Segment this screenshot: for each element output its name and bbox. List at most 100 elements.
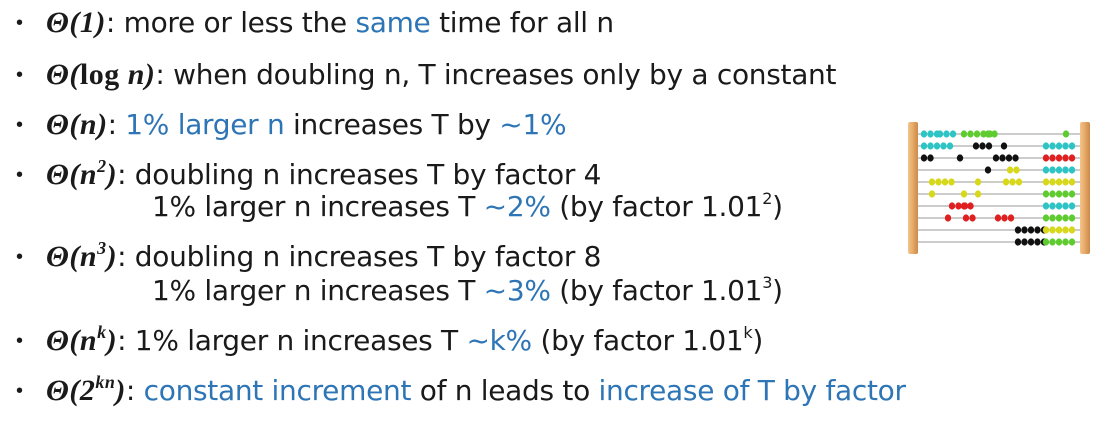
abacus-bead — [1049, 142, 1056, 150]
abacus-bead — [943, 130, 950, 138]
row-text: : doubling n increases T by factor 4 — [117, 158, 602, 191]
abacus-bead — [1013, 166, 1020, 174]
abacus-bead — [955, 202, 962, 210]
bullet-row-theta-1: • Θ(1) : more or less the same time for … — [16, 6, 614, 46]
abacus-bead — [1009, 178, 1016, 186]
abacus-bead — [1055, 238, 1063, 246]
bullet-dot: • — [16, 164, 24, 186]
abacus-bead — [940, 142, 947, 150]
bullet-dot: • — [16, 330, 24, 352]
abacus-bead — [1000, 142, 1008, 150]
complexity-theta-n-cubed: Θ(n3) — [46, 238, 118, 273]
abacus-bead — [1001, 214, 1008, 222]
abacus-bead — [1055, 190, 1063, 198]
abacus-bead — [1055, 142, 1063, 150]
bullet-dot: • — [16, 12, 24, 34]
abacus-bead — [1002, 178, 1010, 186]
abacus-bead — [1068, 178, 1076, 186]
abacus-bead — [1055, 202, 1063, 210]
abacus-bead — [1042, 154, 1050, 162]
bullet-row-theta-n-squared: • Θ(n2) : doubling n increases T by fact… — [16, 156, 602, 198]
abacus-bead — [979, 142, 986, 150]
abacus-bead — [1014, 238, 1022, 246]
abacus-bead — [946, 142, 954, 150]
abacus-bead — [994, 214, 1002, 222]
abacus-bead — [1042, 238, 1050, 246]
abacus-bead — [1027, 238, 1035, 246]
abacus-bead — [960, 202, 968, 210]
abacus-bead — [1042, 166, 1050, 174]
abacus-bead — [1062, 226, 1069, 234]
abacus-bead — [1068, 202, 1076, 210]
abacus-bead — [1062, 178, 1069, 186]
bullet-row-theta-n: • Θ(n) : 1% larger n increases T by ~1% — [16, 108, 567, 148]
highlight-3-percent: ~3% — [483, 274, 551, 307]
abacus-bead — [927, 142, 934, 150]
row-text: : constant increment of n leads to incre… — [125, 374, 906, 407]
row-text: : when doubling n, T increases only by a… — [155, 58, 837, 91]
bullet-row-theta-n-k: • Θ(nk) : 1% larger n increases T ~k% (b… — [16, 322, 763, 364]
abacus-bead — [984, 130, 992, 138]
abacus-bead — [985, 142, 993, 150]
abacus-bead — [1062, 142, 1069, 150]
abacus-bead — [927, 154, 934, 162]
abacus-bead — [920, 154, 928, 162]
abacus-bead — [1021, 238, 1028, 246]
abacus-bead — [1049, 178, 1056, 186]
abacus-bead — [1049, 166, 1056, 174]
abacus-bead — [960, 190, 968, 198]
abacus-bead — [974, 190, 982, 198]
abacus-bead — [949, 130, 957, 138]
abacus-bead — [967, 202, 974, 210]
highlight-increase-factor: increase of T by factor — [598, 374, 906, 407]
abacus-bead — [956, 154, 964, 162]
abacus-bead — [1049, 226, 1056, 234]
abacus-bead — [1055, 154, 1063, 162]
abacus-bead — [1006, 166, 1014, 174]
complexity-theta-log-n: Θ(log n) — [46, 58, 156, 91]
abacus-bead — [992, 154, 1000, 162]
abacus-frame-left — [908, 122, 918, 254]
abacus-bead — [1068, 154, 1076, 162]
row-text: : doubling n increases T by factor 8 — [117, 240, 602, 273]
abacus-bead — [1068, 238, 1076, 246]
abacus-bead — [927, 130, 934, 138]
abacus-icon — [908, 122, 1090, 254]
abacus-bead — [980, 130, 987, 138]
row-continuation-n-squared: 1% larger n increases T ~2% (by factor 1… — [152, 189, 783, 223]
bullet-dot: • — [16, 380, 24, 402]
abacus-bead — [948, 202, 956, 210]
abacus-bead — [999, 154, 1006, 162]
bullet-dot: • — [16, 114, 24, 136]
abacus-bead — [920, 130, 928, 138]
abacus-bead — [1042, 178, 1050, 186]
abacus-bead — [1062, 130, 1070, 138]
complexity-theta-n-k: Θ(nk) — [46, 322, 118, 357]
complexity-theta-n: Θ(n) — [46, 108, 108, 141]
abacus-bead — [1034, 238, 1041, 246]
abacus-bead — [984, 166, 992, 174]
row-continuation-n-cubed: 1% larger n increases T ~3% (by factor 1… — [152, 273, 783, 307]
abacus-bead — [1068, 214, 1076, 222]
row-text: : 1% larger n increases T ~k% (by factor… — [117, 323, 763, 357]
bullet-row-theta-n-cubed: • Θ(n3) : doubling n increases T by fact… — [16, 238, 602, 280]
abacus-bead — [1068, 142, 1076, 150]
abacus-bead — [1049, 154, 1056, 162]
abacus-bead — [928, 178, 936, 186]
abacus-bead — [1062, 190, 1069, 198]
highlight-2-percent: ~2% — [483, 190, 551, 223]
abacus-bead — [974, 178, 982, 186]
abacus-bead — [928, 190, 936, 198]
abacus-bead — [1021, 226, 1028, 234]
highlight-constant-increment: constant increment — [143, 374, 412, 407]
abacus-bead — [1034, 226, 1041, 234]
abacus-bead — [962, 214, 970, 222]
abacus-bead — [1049, 202, 1056, 210]
abacus-bead — [1042, 214, 1050, 222]
abacus-bead — [1014, 226, 1022, 234]
complexity-theta-n-squared: Θ(n2) — [46, 156, 118, 191]
abacus-bead — [1049, 214, 1056, 222]
abacus-bead — [1042, 226, 1050, 234]
abacus-bead — [920, 142, 928, 150]
